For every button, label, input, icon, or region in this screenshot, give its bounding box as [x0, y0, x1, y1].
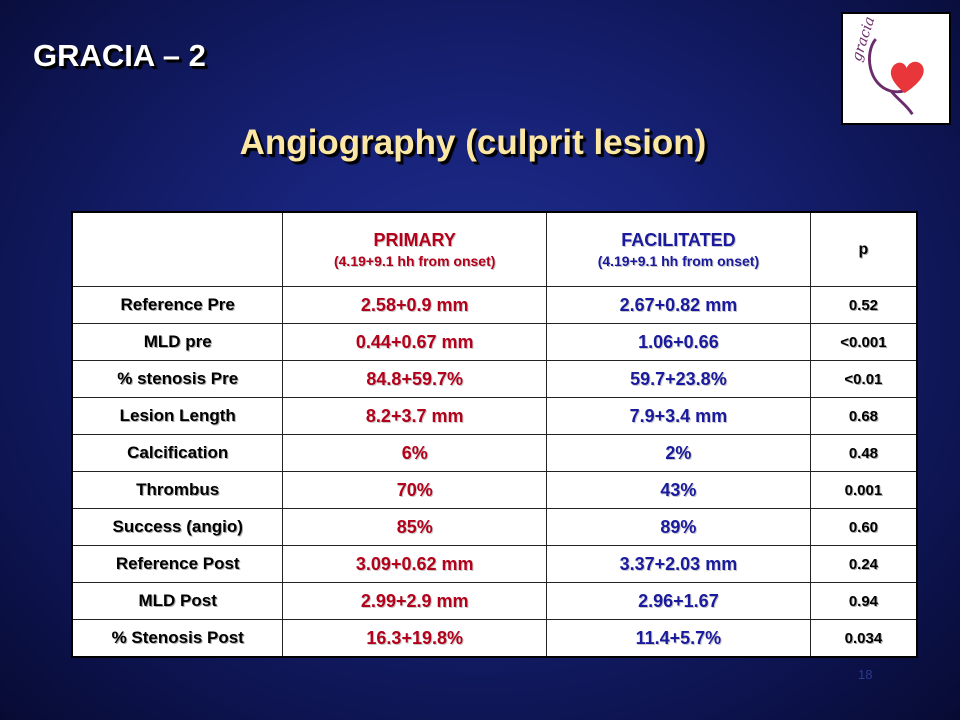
- table-row: Reference Pre 2.58+0.9 mm 2.67+0.82 mm 0…: [71, 286, 918, 324]
- facilitated-value: 2%: [546, 434, 811, 472]
- facilitated-value: 2.67+0.82 mm: [546, 286, 811, 324]
- table-row: Lesion Length 8.2+3.7 mm 7.9+3.4 mm 0.68: [71, 397, 918, 435]
- facilitated-value: 1.06+0.66: [546, 323, 811, 361]
- p-value: 0.60: [809, 508, 918, 546]
- row-label: Lesion Length: [71, 397, 284, 435]
- primary-value: 6%: [282, 434, 547, 472]
- primary-value: 0.44+0.67 mm: [282, 323, 547, 361]
- study-title: GRACIA – 2: [33, 38, 206, 73]
- table-row: Reference Post 3.09+0.62 mm 3.37+2.03 mm…: [71, 545, 918, 583]
- header-primary: PRIMARY (4.19+9.1 hh from onset): [282, 211, 547, 287]
- table-row: Calcification 6% 2% 0.48: [71, 434, 918, 472]
- primary-value: 16.3+19.8%: [282, 619, 547, 658]
- page-number: 18: [858, 667, 873, 682]
- table-row: Thrombus 70% 43% 0.001: [71, 471, 918, 509]
- row-label: Thrombus: [71, 471, 284, 509]
- primary-value: 2.99+2.9 mm: [282, 582, 547, 620]
- table-row: MLD Post 2.99+2.9 mm 2.96+1.67 0.94: [71, 582, 918, 620]
- table-row: % Stenosis Post 16.3+19.8% 11.4+5.7% 0.0…: [71, 619, 918, 658]
- facilitated-value: 59.7+23.8%: [546, 360, 811, 398]
- row-label: MLD pre: [71, 323, 284, 361]
- header-primary-label: PRIMARY: [373, 230, 456, 250]
- p-value: <0.01: [809, 360, 918, 398]
- header-facilitated-sub: (4.19+9.1 hh from onset): [597, 253, 760, 269]
- facilitated-value: 89%: [546, 508, 811, 546]
- slide-title: Angiography (culprit lesion): [239, 123, 707, 162]
- primary-value: 70%: [282, 471, 547, 509]
- heart-logo-icon: gracia: [849, 15, 924, 116]
- facilitated-value: 2.96+1.67: [546, 582, 811, 620]
- row-label: % stenosis Pre: [71, 360, 284, 398]
- primary-value: 2.58+0.9 mm: [282, 286, 547, 324]
- row-label: Reference Pre: [71, 286, 284, 324]
- facilitated-value: 3.37+2.03 mm: [546, 545, 811, 583]
- primary-value: 3.09+0.62 mm: [282, 545, 547, 583]
- facilitated-value: 43%: [546, 471, 811, 509]
- header-empty-cell: [71, 211, 284, 287]
- primary-value: 85%: [282, 508, 547, 546]
- table-header-row: PRIMARY (4.19+9.1 hh from onset) FACILIT…: [71, 211, 918, 287]
- row-label: Reference Post: [71, 545, 284, 583]
- header-facilitated: FACILITATED (4.19+9.1 hh from onset): [546, 211, 811, 287]
- p-value: 0.24: [809, 545, 918, 583]
- table-row: Success (angio) 85% 89% 0.60: [71, 508, 918, 546]
- row-label: Calcification: [71, 434, 284, 472]
- facilitated-value: 7.9+3.4 mm: [546, 397, 811, 435]
- gracia-logo: gracia: [841, 12, 951, 125]
- primary-value: 8.2+3.7 mm: [282, 397, 547, 435]
- primary-value: 84.8+59.7%: [282, 360, 547, 398]
- row-label: % Stenosis Post: [71, 619, 284, 658]
- angiography-table: PRIMARY (4.19+9.1 hh from onset) FACILIT…: [71, 211, 918, 658]
- header-p-label: p: [858, 240, 869, 258]
- p-value: 0.68: [809, 397, 918, 435]
- row-label: Success (angio): [71, 508, 284, 546]
- header-p: p: [809, 211, 918, 287]
- p-value: 0.034: [809, 619, 918, 658]
- p-value: 0.94: [809, 582, 918, 620]
- p-value: 0.48: [809, 434, 918, 472]
- p-value: 0.52: [809, 286, 918, 324]
- p-value: <0.001: [809, 323, 918, 361]
- row-label: MLD Post: [71, 582, 284, 620]
- table-row: % stenosis Pre 84.8+59.7% 59.7+23.8% <0.…: [71, 360, 918, 398]
- p-value: 0.001: [809, 471, 918, 509]
- table-row: MLD pre 0.44+0.67 mm 1.06+0.66 <0.001: [71, 323, 918, 361]
- facilitated-value: 11.4+5.7%: [546, 619, 811, 658]
- header-facilitated-label: FACILITATED: [621, 230, 736, 250]
- header-primary-sub: (4.19+9.1 hh from onset): [333, 253, 496, 269]
